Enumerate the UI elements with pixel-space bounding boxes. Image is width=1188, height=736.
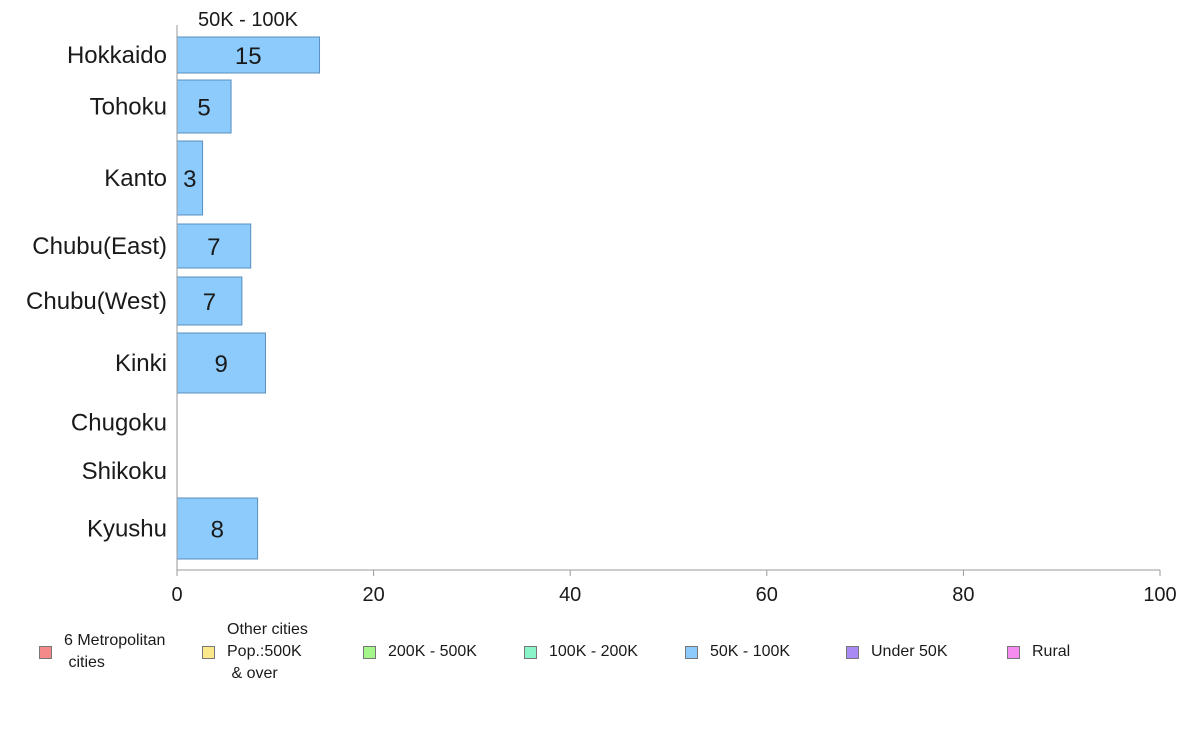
legend-label: 6 Metropolitan cities xyxy=(64,632,166,671)
legend-item-4: 100K - 200K xyxy=(524,641,638,663)
data-label-3: 3 xyxy=(183,166,196,193)
data-label-9: 8 xyxy=(211,517,224,544)
legend-label: Under 50K xyxy=(871,643,948,660)
data-label-5: 7 xyxy=(203,289,216,316)
legend-label: 100K - 200K xyxy=(549,643,638,660)
x-axis: 0 20 40 60 80 100 xyxy=(171,25,1177,606)
legend-label: Other cities Pop.:500K & over xyxy=(227,621,308,682)
legend-item-2: Other cities Pop.:500K & over xyxy=(202,619,308,685)
bar-9 xyxy=(176,497,259,560)
bar-1 xyxy=(176,36,321,74)
legend-item-5: 50K - 100K xyxy=(685,641,790,663)
bar-2 xyxy=(176,79,232,134)
category-label-9: Kyushu xyxy=(87,516,167,543)
category-label-4: Chubu(East) xyxy=(32,233,167,260)
legend-swatch xyxy=(363,645,376,659)
legend-item-3: 200K - 500K xyxy=(363,641,477,663)
x-tick-label-60: 60 xyxy=(756,584,778,606)
bar-chart: 50K - 100K Hokkaido 15 Tohoku 5 Kanto 3 Chubu(… xyxy=(26,9,1177,606)
data-label-4: 7 xyxy=(207,234,220,261)
category-label-6: Kinki xyxy=(115,350,167,377)
bars-layer: Hokkaido 15 Tohoku 5 Kanto 3 Chubu(East) 7 Chubu… xyxy=(26,36,321,560)
x-tick-label-100: 100 xyxy=(1143,584,1176,606)
legend-swatch xyxy=(524,645,537,659)
data-label-2: 5 xyxy=(197,95,210,122)
bar-4 xyxy=(176,223,252,269)
legend-label: Rural xyxy=(1032,643,1071,660)
category-label-3: Kanto xyxy=(104,165,167,192)
bar-5 xyxy=(176,276,243,326)
x-tick-label-20: 20 xyxy=(362,584,384,606)
category-label-1: Hokkaido xyxy=(67,42,167,69)
category-label-7: Chugoku xyxy=(71,410,167,437)
data-label-1: 15 xyxy=(235,43,262,70)
category-label-8: Shikoku xyxy=(82,458,167,485)
legend-swatch xyxy=(846,645,859,659)
legend-label: 200K - 500K xyxy=(388,643,477,660)
bar-3 xyxy=(176,140,204,216)
bar-6 xyxy=(176,332,266,394)
legend-swatch xyxy=(685,645,698,659)
category-label-2: Tohoku xyxy=(90,94,167,121)
legend-swatch xyxy=(39,645,52,659)
x-tick-label-0: 0 xyxy=(171,584,182,606)
chart-title: 50K - 100K xyxy=(198,9,299,31)
legend-swatch xyxy=(202,645,215,659)
legend-swatch xyxy=(1007,645,1020,659)
legend-item-7: Rural xyxy=(1007,641,1070,663)
legend-label: 50K - 100K xyxy=(710,643,791,660)
legend-item-1: 6 Metropolitan cities xyxy=(39,630,165,674)
legend: 6 Metropolitan cities Other cities Pop.:5… xyxy=(0,620,1188,690)
legend-item-6: Under 50K xyxy=(846,641,948,663)
data-label-6: 9 xyxy=(215,351,228,378)
x-tick-label-80: 80 xyxy=(952,584,974,606)
x-tick-label-40: 40 xyxy=(559,584,581,606)
category-label-5: Chubu(West) xyxy=(26,288,167,315)
